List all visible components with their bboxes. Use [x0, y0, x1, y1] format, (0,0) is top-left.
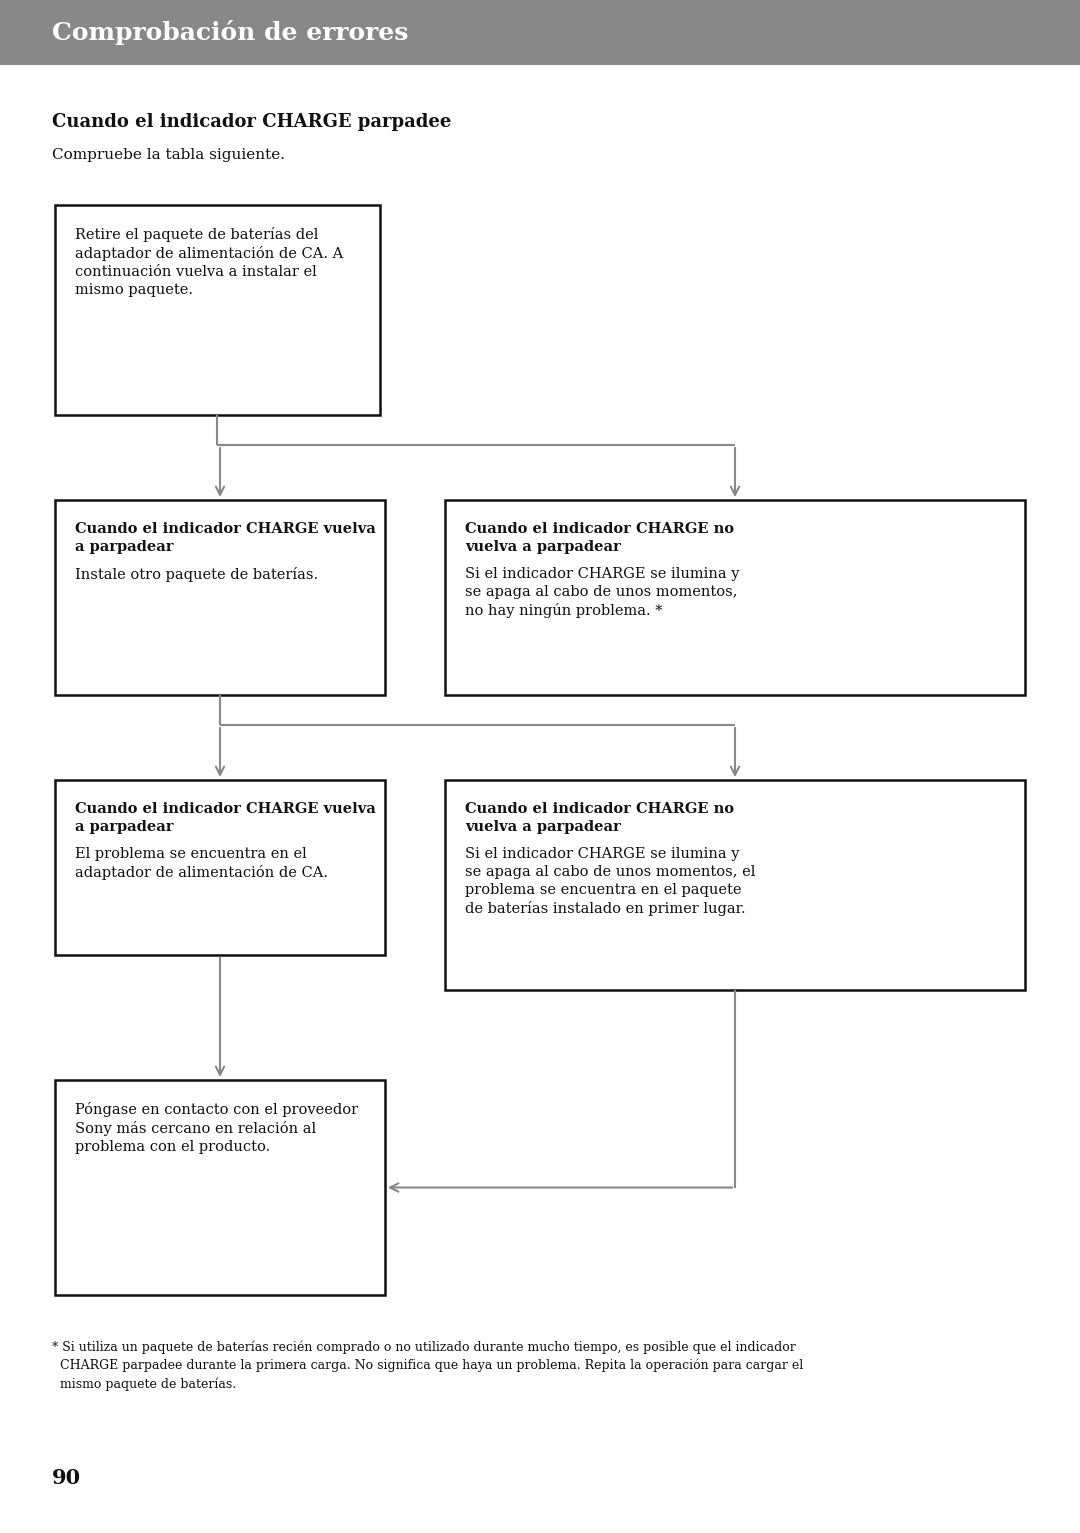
Bar	[0, 0, 1080, 64]
Text: Instale otro paquete de baterías.: Instale otro paquete de baterías.	[75, 567, 319, 583]
Text: Cuando el indicador CHARGE no
vuelva a parpadear: Cuando el indicador CHARGE no vuelva a p…	[465, 523, 734, 553]
Bar	[55, 1081, 384, 1295]
Text: Cuando el indicador CHARGE parpadee: Cuando el indicador CHARGE parpadee	[52, 113, 451, 130]
Text: Cuando el indicador CHARGE vuelva
a parpadear: Cuando el indicador CHARGE vuelva a parp…	[75, 523, 376, 553]
Bar	[445, 780, 1025, 990]
Text: Compruebe la tabla siguiente.: Compruebe la tabla siguiente.	[52, 149, 285, 162]
Bar	[55, 780, 384, 955]
Text: Cuando el indicador CHARGE vuelva
a parpadear: Cuando el indicador CHARGE vuelva a parp…	[75, 802, 376, 834]
Text: 90: 90	[52, 1469, 81, 1489]
Text: Si el indicador CHARGE se ilumina y
se apaga al cabo de unos momentos,
no hay ni: Si el indicador CHARGE se ilumina y se a…	[465, 567, 740, 618]
Text: * Si utiliza un paquete de baterías recién comprado o no utilizado durante mucho: * Si utiliza un paquete de baterías reci…	[52, 1340, 804, 1390]
Bar	[55, 500, 384, 694]
Text: Cuando el indicador CHARGE no
vuelva a parpadear: Cuando el indicador CHARGE no vuelva a p…	[465, 802, 734, 834]
Bar	[55, 205, 380, 415]
Text: Póngase en contacto con el proveedor
Sony más cercano en relación al
problema co: Póngase en contacto con el proveedor Son…	[75, 1102, 359, 1154]
Text: Si el indicador CHARGE se ilumina y
se apaga al cabo de unos momentos, el
proble: Si el indicador CHARGE se ilumina y se a…	[465, 846, 755, 915]
Bar	[445, 500, 1025, 694]
Text: El problema se encuentra en el
adaptador de alimentación de CA.: El problema se encuentra en el adaptador…	[75, 846, 328, 880]
Text: Comprobación de errores: Comprobación de errores	[52, 20, 408, 44]
Text: Retire el paquete de baterías del
adaptador de alimentación de CA. A
continuació: Retire el paquete de baterías del adapta…	[75, 227, 343, 297]
